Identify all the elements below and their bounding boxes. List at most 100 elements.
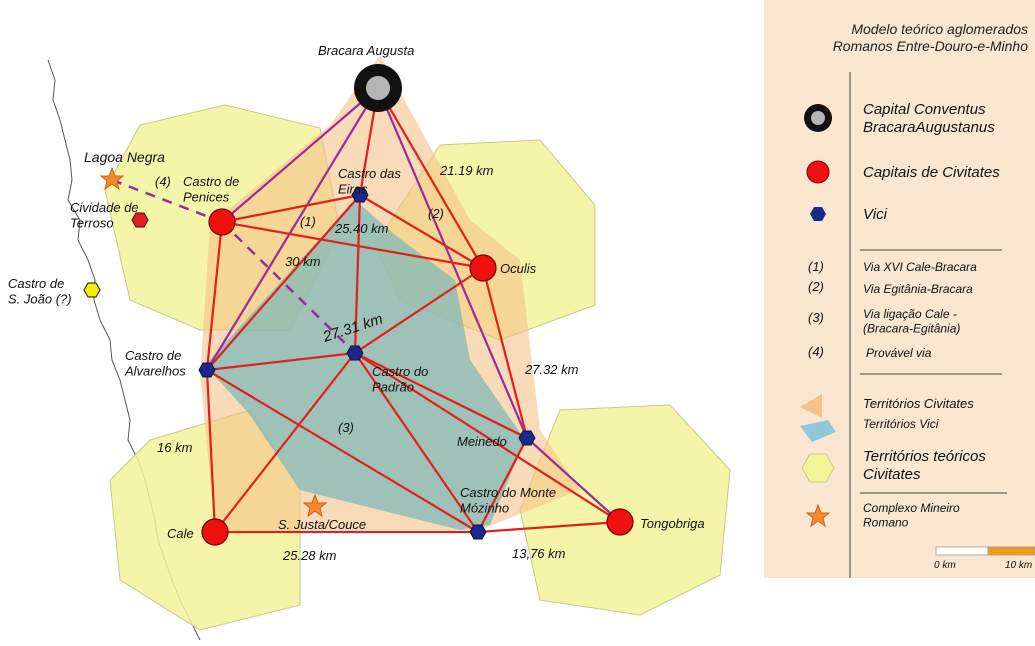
distance-16: 16 km	[157, 440, 193, 455]
legend-route-num-4: (4)	[808, 344, 824, 359]
distance-21-19: 21.19 km	[439, 163, 494, 178]
bracara-capital-marker	[354, 64, 402, 112]
legend-territories-vici-label: Territórios Vici	[863, 417, 939, 431]
route-oculis-meinedo	[481, 267, 529, 439]
purple-routes	[206, 87, 621, 523]
route-eiras-alvarelhos	[206, 194, 361, 371]
purple-route-bracara-penices	[221, 87, 379, 223]
distance-25-28: 25.28 km	[282, 548, 337, 563]
place-labels: Bracara Augusta Lagoa Negra Castro de Pen…	[8, 43, 705, 541]
probable-route	[111, 178, 356, 354]
capital-tongobriga	[606, 508, 634, 536]
legend-route-text-1: Via XVI Cale-Bracara	[863, 260, 977, 274]
legend-route-text-4: Provável via	[866, 346, 932, 360]
capital-cale	[201, 518, 229, 546]
route-padrao-meinedo	[354, 352, 528, 439]
route-marker-2: (2)	[428, 206, 444, 221]
scale-label-10: 10 km	[1005, 560, 1032, 571]
route-penices-alvarelhos	[205, 221, 224, 371]
route-alvarelhos-monte	[206, 369, 479, 533]
label-castro-penices: Castro de Penices	[183, 174, 239, 205]
legend-vici-icon	[810, 207, 826, 221]
legend-route-num-3: (3)	[808, 310, 824, 325]
route-padrao-cale	[214, 352, 356, 533]
label-cale: Cale	[167, 526, 194, 541]
distance-27-32: 27.32 km	[524, 362, 579, 377]
purple-route-meinedo-tongobriga	[526, 437, 621, 523]
star-lagoa-negra	[99, 166, 125, 191]
distance-30: 30 km	[285, 254, 321, 269]
legend-territories-civ-label: Territórios Civitates	[863, 396, 974, 411]
legend-mining-star-icon	[805, 503, 831, 528]
label-meinedo: Meinedo	[457, 434, 507, 449]
vicus-meinedo	[518, 430, 536, 446]
label-oculis: Oculis	[500, 261, 537, 276]
cividade-terroso-marker	[131, 212, 149, 228]
vicus-castro-alvarelhos	[198, 362, 216, 378]
legend-route-text-3: Via ligação Cale -(Bracara-Egitânia)	[863, 307, 960, 335]
legend-route-num-2: (2)	[808, 279, 824, 294]
legend-capital-label: Capital Conventus BracaraAugustanus	[863, 101, 995, 136]
route-markers: (1) (2) (3) (4)	[155, 174, 444, 435]
star-justa-couce	[302, 493, 328, 518]
vici-territory-main	[205, 200, 525, 530]
capital-oculis	[469, 254, 497, 282]
vicus-castro-padrao	[346, 345, 364, 361]
label-bracara: Bracara Augusta	[318, 43, 414, 58]
route-bracara-oculis	[377, 87, 484, 269]
legend-civitates-label: Capitais de Civitates	[863, 164, 1000, 181]
distance-13-76: 13,76 km	[512, 546, 566, 561]
route-oculis-padrao	[354, 267, 484, 354]
route-penices-eiras	[221, 193, 361, 224]
scale-label-0: 0 km	[934, 560, 956, 571]
castro-sao-joao-marker	[83, 282, 101, 298]
legend-theoretical-icon	[801, 453, 835, 483]
route-monte-meinedo	[477, 437, 528, 533]
route-marker-3: (3)	[338, 420, 354, 435]
route-alvarelhos-padrao	[206, 351, 356, 372]
red-routes	[205, 87, 621, 534]
vicus-castro-eiras	[351, 187, 369, 203]
probable-route-penices-padrao	[221, 221, 356, 354]
legend-title: Modelo teórico aglomerados Romanos Entre-…	[833, 21, 1029, 54]
legend-civitates-territory-icon	[800, 394, 822, 418]
legend-theoretical-label: Territórios teóricos Civitates	[863, 448, 986, 483]
legend-mining-label: Complexo Mineiro Romano	[863, 501, 960, 529]
vicus-castro-monte	[469, 524, 487, 540]
route-marker-1: (1)	[300, 214, 316, 229]
capital-castro-penices	[208, 208, 236, 236]
label-castro-alvarelhos: Castro de Alvarelhos	[124, 348, 186, 379]
route-padrao-tongobriga	[354, 352, 621, 523]
route-penices-oculis	[221, 220, 484, 270]
legend-capital-icon-inner	[811, 111, 825, 125]
distance-25-40: 25.40 km	[334, 221, 389, 236]
label-castro-padrao: Castro do Padrão	[372, 364, 428, 395]
scale-bar-white	[935, 546, 989, 556]
route-marker-4: (4)	[155, 174, 171, 189]
route-padrao-monte	[354, 352, 479, 533]
route-eiras-oculis	[359, 194, 484, 269]
label-castro-monte: Castro do Monte Mózinho	[460, 485, 556, 516]
route-alvarelhos-cale	[205, 369, 217, 533]
legend-civitates-icon	[806, 160, 830, 184]
label-castro-eiras: Castro das Eiras	[338, 166, 401, 197]
scale-bar-orange	[987, 546, 1035, 556]
route-monte-tongobriga	[477, 520, 621, 534]
vici-markers	[198, 187, 536, 540]
route-eiras-padrao	[353, 194, 362, 354]
label-castro-sao-joao: Castro de S. João (?)	[8, 276, 72, 307]
legend: Modelo teórico aglomerados Romanos Entre-…	[764, 0, 1035, 578]
civitates-capitals	[201, 208, 634, 546]
label-cividade-terroso: Cividade de Terroso	[70, 200, 139, 231]
vici-territories	[205, 200, 525, 530]
legend-vici-territory-icon	[800, 420, 836, 442]
legend-route-num-1: (1)	[808, 259, 824, 274]
label-justa-couce: S. Justa/Couce	[278, 517, 366, 532]
label-lagoa-negra: Lagoa Negra	[84, 149, 165, 165]
legend-route-text-2: Via Egitânia-Bracara	[863, 282, 973, 296]
label-tongobriga: Tongobriga	[640, 516, 705, 531]
probable-route-lagoa-penices	[111, 178, 223, 224]
legend-vici-label: Vici	[863, 206, 888, 223]
legend-background	[764, 0, 1035, 578]
